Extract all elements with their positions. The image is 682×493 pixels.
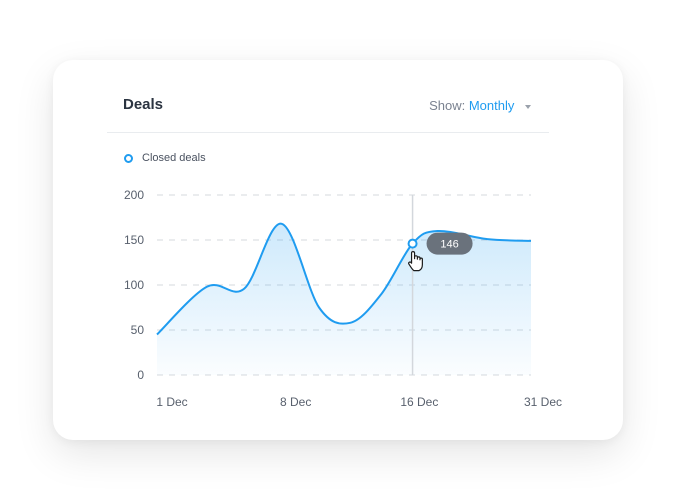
x-tick-label: 8 Dec bbox=[280, 395, 311, 409]
x-tick-label: 31 Dec bbox=[524, 395, 562, 409]
period-dropdown[interactable]: Show: Monthly bbox=[429, 98, 531, 113]
legend-marker-icon bbox=[124, 153, 133, 163]
y-tick-label: 150 bbox=[124, 233, 144, 247]
tooltip-value: 146 bbox=[440, 239, 458, 251]
x-tick-label: 16 Dec bbox=[400, 395, 438, 409]
divider bbox=[107, 132, 549, 133]
y-tick-label: 50 bbox=[131, 323, 145, 337]
period-value: Monthly bbox=[468, 98, 515, 113]
legend-label: Closed deals bbox=[142, 152, 206, 164]
highlight-point[interactable] bbox=[407, 238, 418, 249]
y-axis-ticks: 0 50 100 150 200 bbox=[124, 188, 144, 382]
hand-pointer-icon bbox=[408, 251, 423, 272]
series-area bbox=[157, 223, 531, 375]
chevron-down-icon bbox=[525, 104, 531, 109]
x-axis-ticks: 1 Dec 8 Dec 16 Dec 31 Dec bbox=[156, 395, 562, 409]
chart-legend: Closed deals bbox=[124, 152, 206, 164]
y-tick-label: 100 bbox=[124, 278, 144, 292]
value-tooltip: 146 bbox=[426, 232, 473, 255]
x-tick-label: 1 Dec bbox=[156, 395, 187, 409]
y-tick-label: 0 bbox=[137, 368, 144, 382]
series-line bbox=[156, 222, 532, 336]
card-title: Deals bbox=[123, 96, 164, 113]
show-label: Show: bbox=[429, 98, 466, 113]
y-tick-label: 200 bbox=[124, 188, 144, 202]
